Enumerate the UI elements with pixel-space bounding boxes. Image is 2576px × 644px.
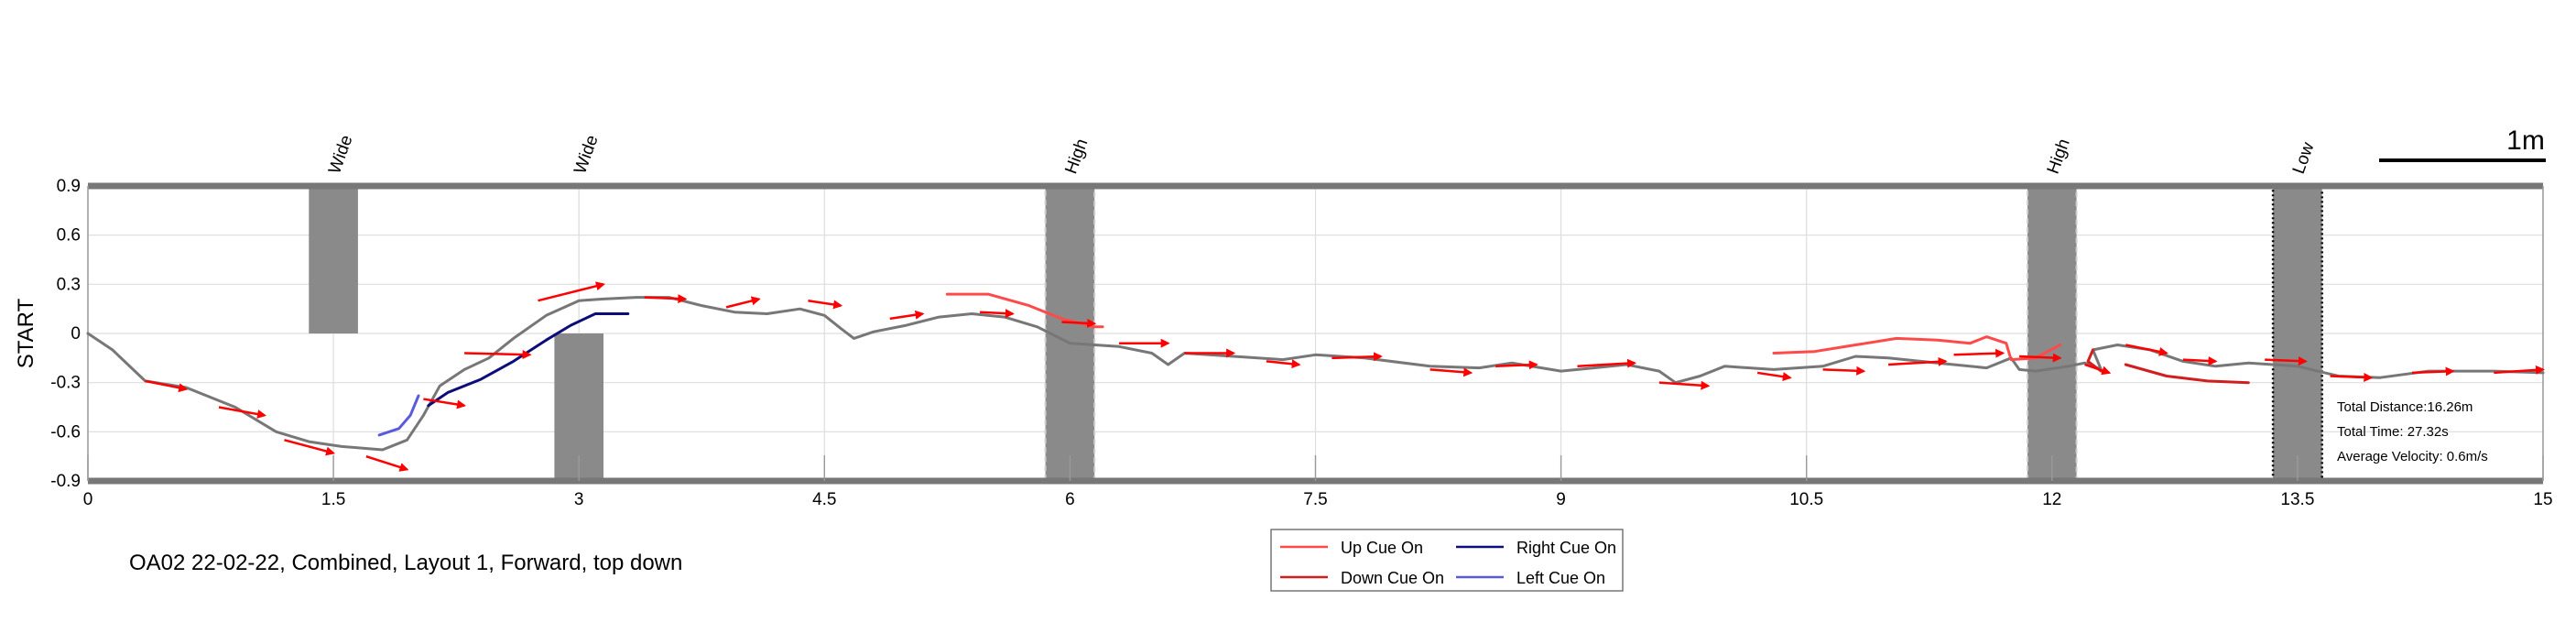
x-tick-label: 7.5 <box>1303 490 1327 509</box>
heading-arrow <box>1756 371 1792 382</box>
heading-arrow <box>2411 366 2455 377</box>
heading-arrow <box>464 350 532 360</box>
legend-label-left: Left Cue On <box>1516 569 1605 587</box>
heading-arrow <box>1331 352 1383 362</box>
legend-box <box>1270 529 1624 592</box>
heading-arrow <box>2084 363 2112 376</box>
heading-arrow <box>1953 348 2005 358</box>
y-tick-label: 0.6 <box>57 226 81 246</box>
heading-arrow <box>1887 356 1948 366</box>
heading-arrow <box>2182 356 2218 366</box>
heading-arrow <box>1266 359 1301 369</box>
heading-arrow <box>284 439 336 456</box>
total-time: Total Time: 27.32s <box>2337 424 2449 440</box>
heading-arrow <box>218 406 267 419</box>
heading-arrow <box>423 398 467 409</box>
heading-arrow <box>538 281 605 302</box>
heading-arrow <box>2265 356 2308 366</box>
heading-arrow <box>365 454 409 472</box>
heading-arrow <box>2494 365 2545 375</box>
obstacle-label: Low <box>2289 140 2319 177</box>
heading-arrow <box>980 309 1015 319</box>
figure-caption: OA02 22-02-22, Combined, Layout 1, Forwa… <box>129 551 682 575</box>
heading-arrow <box>145 379 189 393</box>
average-velocity: Average Velocity: 0.6m/s <box>2337 449 2488 464</box>
y-axis-ticks: 0.9 0.6 0.3 0 -0.3 -0.6 -0.9 <box>50 177 81 491</box>
x-tick-label: 12 <box>2042 490 2061 509</box>
heading-arrow <box>1061 318 1097 328</box>
obstacle-low <box>2271 184 2323 483</box>
scale-bar: 1m <box>2379 126 2546 162</box>
total-distance: Total Distance:16.26m <box>2337 399 2473 415</box>
obstacle-label: High <box>1061 136 1092 177</box>
legend-label-right: Right Cue On <box>1516 539 1616 557</box>
obstacle-wide <box>309 186 358 333</box>
y-tick-label: -0.6 <box>50 422 81 442</box>
x-axis-ticks: 0 1.5 3 4.5 6 7.5 9 10.5 12 13.5 15 <box>83 455 2553 509</box>
heading-arrow <box>725 296 761 309</box>
heading-arrows <box>145 281 2545 472</box>
heading-arrow <box>2125 344 2168 356</box>
x-tick-label: 6 <box>1065 490 1075 509</box>
heading-arrow <box>2330 372 2374 382</box>
x-tick-label: 13.5 <box>2280 490 2314 509</box>
obstacle-label: Wide <box>571 133 603 177</box>
obstacle-label: Wide <box>325 133 357 177</box>
heading-arrow <box>1658 380 1711 390</box>
stats-box: Total Distance:16.26m Total Time: 27.32s… <box>2337 399 2488 464</box>
y-tick-label: 0.9 <box>57 177 81 196</box>
x-tick-label: 9 <box>1556 490 1566 509</box>
grid-lines <box>87 185 2544 482</box>
heading-arrow <box>889 310 925 321</box>
legend-label-up: Up Cue On <box>1341 539 1423 557</box>
x-tick-label: 1.5 <box>321 490 345 509</box>
legend-label-down: Down Cue On <box>1341 569 1444 587</box>
heading-arrow <box>644 294 688 304</box>
scale-bar-label: 1m <box>2506 126 2545 156</box>
x-tick-label: 4.5 <box>812 490 836 509</box>
y-axis-label: START <box>14 298 38 368</box>
y-tick-label: -0.3 <box>50 374 81 393</box>
heading-arrow <box>1822 366 1866 376</box>
heading-arrow <box>1577 358 1637 368</box>
x-tick-label: 10.5 <box>1789 490 1823 509</box>
x-tick-label: 0 <box>83 490 93 509</box>
heading-arrow <box>2019 353 2062 363</box>
obstacle-high <box>1044 185 1096 482</box>
obstacle-high <box>2026 185 2078 482</box>
obstacle-labels: Wide Wide High High Low <box>325 133 2319 177</box>
heading-arrow <box>1429 367 1473 377</box>
heading-arrow <box>1495 360 1538 370</box>
y-tick-label: -0.9 <box>50 472 81 491</box>
x-tick-label: 3 <box>574 490 584 509</box>
series-line-down_cue <box>2124 363 2250 385</box>
x-tick-label: 15 <box>2533 490 2552 509</box>
y-tick-label: 0 <box>71 324 81 344</box>
obstacle-label: High <box>2044 136 2074 177</box>
heading-arrow <box>808 299 843 310</box>
legend: Up Cue On Down Cue On Right Cue On Left … <box>1270 529 1624 592</box>
y-tick-label: 0.3 <box>57 275 81 294</box>
series-line-up_cue <box>1772 335 2062 362</box>
series-line-left_cue <box>377 394 420 437</box>
